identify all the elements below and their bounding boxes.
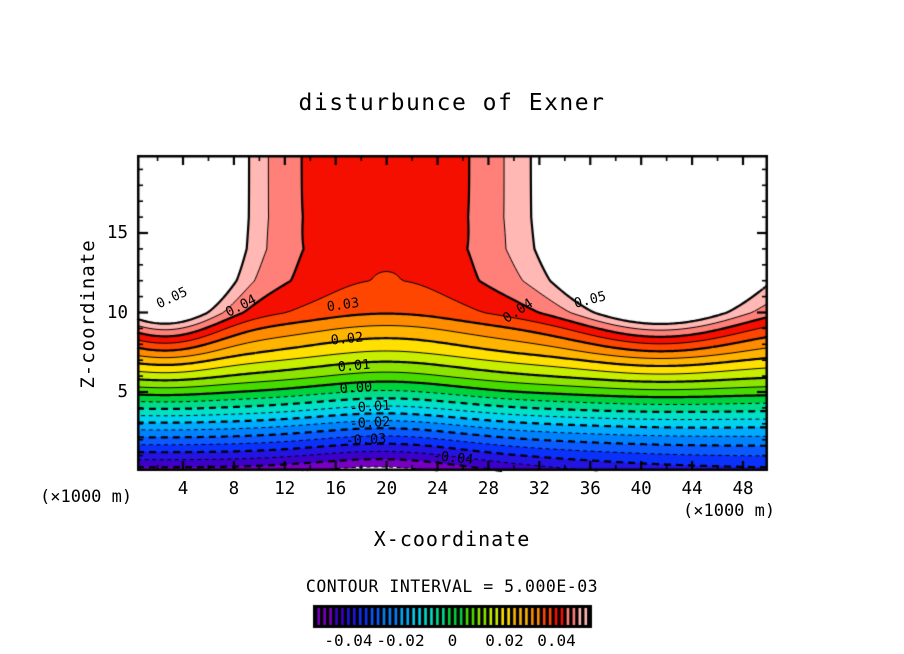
contour-line-label-4: 0.01: [337, 356, 371, 376]
x-axis-label: X-coordinate: [373, 527, 531, 551]
y-tick-label-15: 15: [106, 223, 128, 243]
x-tick-label-4: 4: [177, 479, 189, 499]
x-tick-label-32: 32: [528, 479, 550, 499]
x-tick-label-44: 44: [681, 479, 703, 499]
x-tick-label-12: 12: [274, 479, 296, 499]
x-tick-label-8: 8: [228, 479, 240, 499]
contour-interval-note: CONTOUR INTERVAL = 5.000E-03: [305, 577, 599, 596]
x-tick-label-36: 36: [579, 479, 601, 499]
colorbar-tick-label-3: 0.02: [485, 631, 524, 650]
x-tick-label-24: 24: [427, 479, 449, 499]
plot-title: disturbunce of Exner: [298, 90, 606, 116]
x-tick-label-28: 28: [477, 479, 499, 499]
contour-line-label-7: -0.02: [349, 413, 391, 433]
x-tick-label-20: 20: [376, 479, 398, 499]
colorbar-tick-label-1: -0.02: [376, 631, 425, 650]
x-tick-label-16: 16: [325, 479, 347, 499]
colorbar-tick-label-2: 0: [447, 631, 458, 650]
colorbar-tick-label-0: -0.04: [324, 631, 373, 650]
x-unit-left-label: (×1000 m): [40, 487, 133, 507]
y-tick-label-5: 5: [117, 382, 128, 402]
contour-line-label-5: 0.00: [339, 378, 373, 398]
x-unit-right-label: (×1000 m): [683, 501, 776, 521]
colorbar-tick-label-4: 0.04: [537, 631, 576, 650]
y-tick-label-10: 10: [106, 302, 128, 323]
x-tick-label-48: 48: [732, 479, 754, 499]
contour-line-label-3: 0.02: [329, 329, 365, 349]
contour-line-label-8: -0.03: [345, 430, 387, 450]
x-tick-label-40: 40: [630, 479, 652, 499]
